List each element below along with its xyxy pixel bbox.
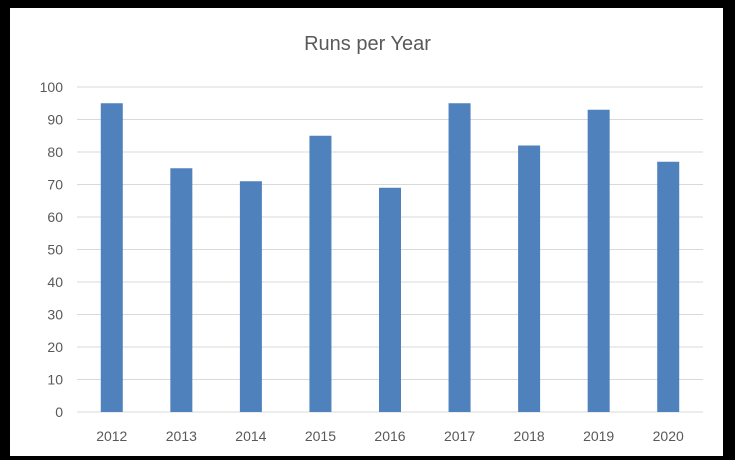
y-tick-label: 50 bbox=[47, 242, 63, 258]
y-tick-label: 80 bbox=[47, 144, 63, 160]
y-tick-label: 60 bbox=[47, 209, 63, 225]
x-tick-label: 2016 bbox=[374, 428, 405, 444]
bar-2019 bbox=[587, 109, 610, 412]
x-tick-label: 2017 bbox=[444, 428, 475, 444]
bar-2018 bbox=[518, 145, 541, 412]
bar-2020 bbox=[657, 161, 680, 412]
y-tick-label: 30 bbox=[47, 307, 63, 323]
y-axis: 0 10 20 30 40 50 60 70 80 90 100 bbox=[40, 79, 64, 420]
y-tick-label: 70 bbox=[47, 177, 63, 193]
x-tick-label: 2013 bbox=[166, 428, 197, 444]
x-tick-label: 2012 bbox=[96, 428, 127, 444]
y-tick-label: 10 bbox=[47, 372, 63, 388]
bar-2014 bbox=[239, 181, 262, 412]
y-tick-label: 100 bbox=[40, 79, 64, 95]
y-tick-label: 40 bbox=[47, 274, 63, 290]
x-tick-label: 2019 bbox=[583, 428, 614, 444]
x-tick-label: 2015 bbox=[305, 428, 336, 444]
bar-2012 bbox=[100, 103, 123, 412]
y-tick-label: 90 bbox=[47, 112, 63, 128]
bar-2015 bbox=[309, 135, 332, 412]
chart-title: Runs per Year bbox=[304, 33, 431, 55]
bar-2017 bbox=[448, 103, 471, 412]
x-tick-label: 2014 bbox=[235, 428, 266, 444]
bars bbox=[100, 103, 680, 412]
x-tick-label: 2020 bbox=[653, 428, 684, 444]
x-tick-label: 2018 bbox=[514, 428, 545, 444]
x-axis: 2012 2013 2014 2015 2016 2017 2018 2019 2020 bbox=[96, 428, 684, 444]
y-tick-label: 0 bbox=[55, 404, 63, 420]
y-tick-label: 20 bbox=[47, 339, 63, 355]
bar-2016 bbox=[379, 187, 401, 412]
bar-2013 bbox=[170, 168, 193, 412]
